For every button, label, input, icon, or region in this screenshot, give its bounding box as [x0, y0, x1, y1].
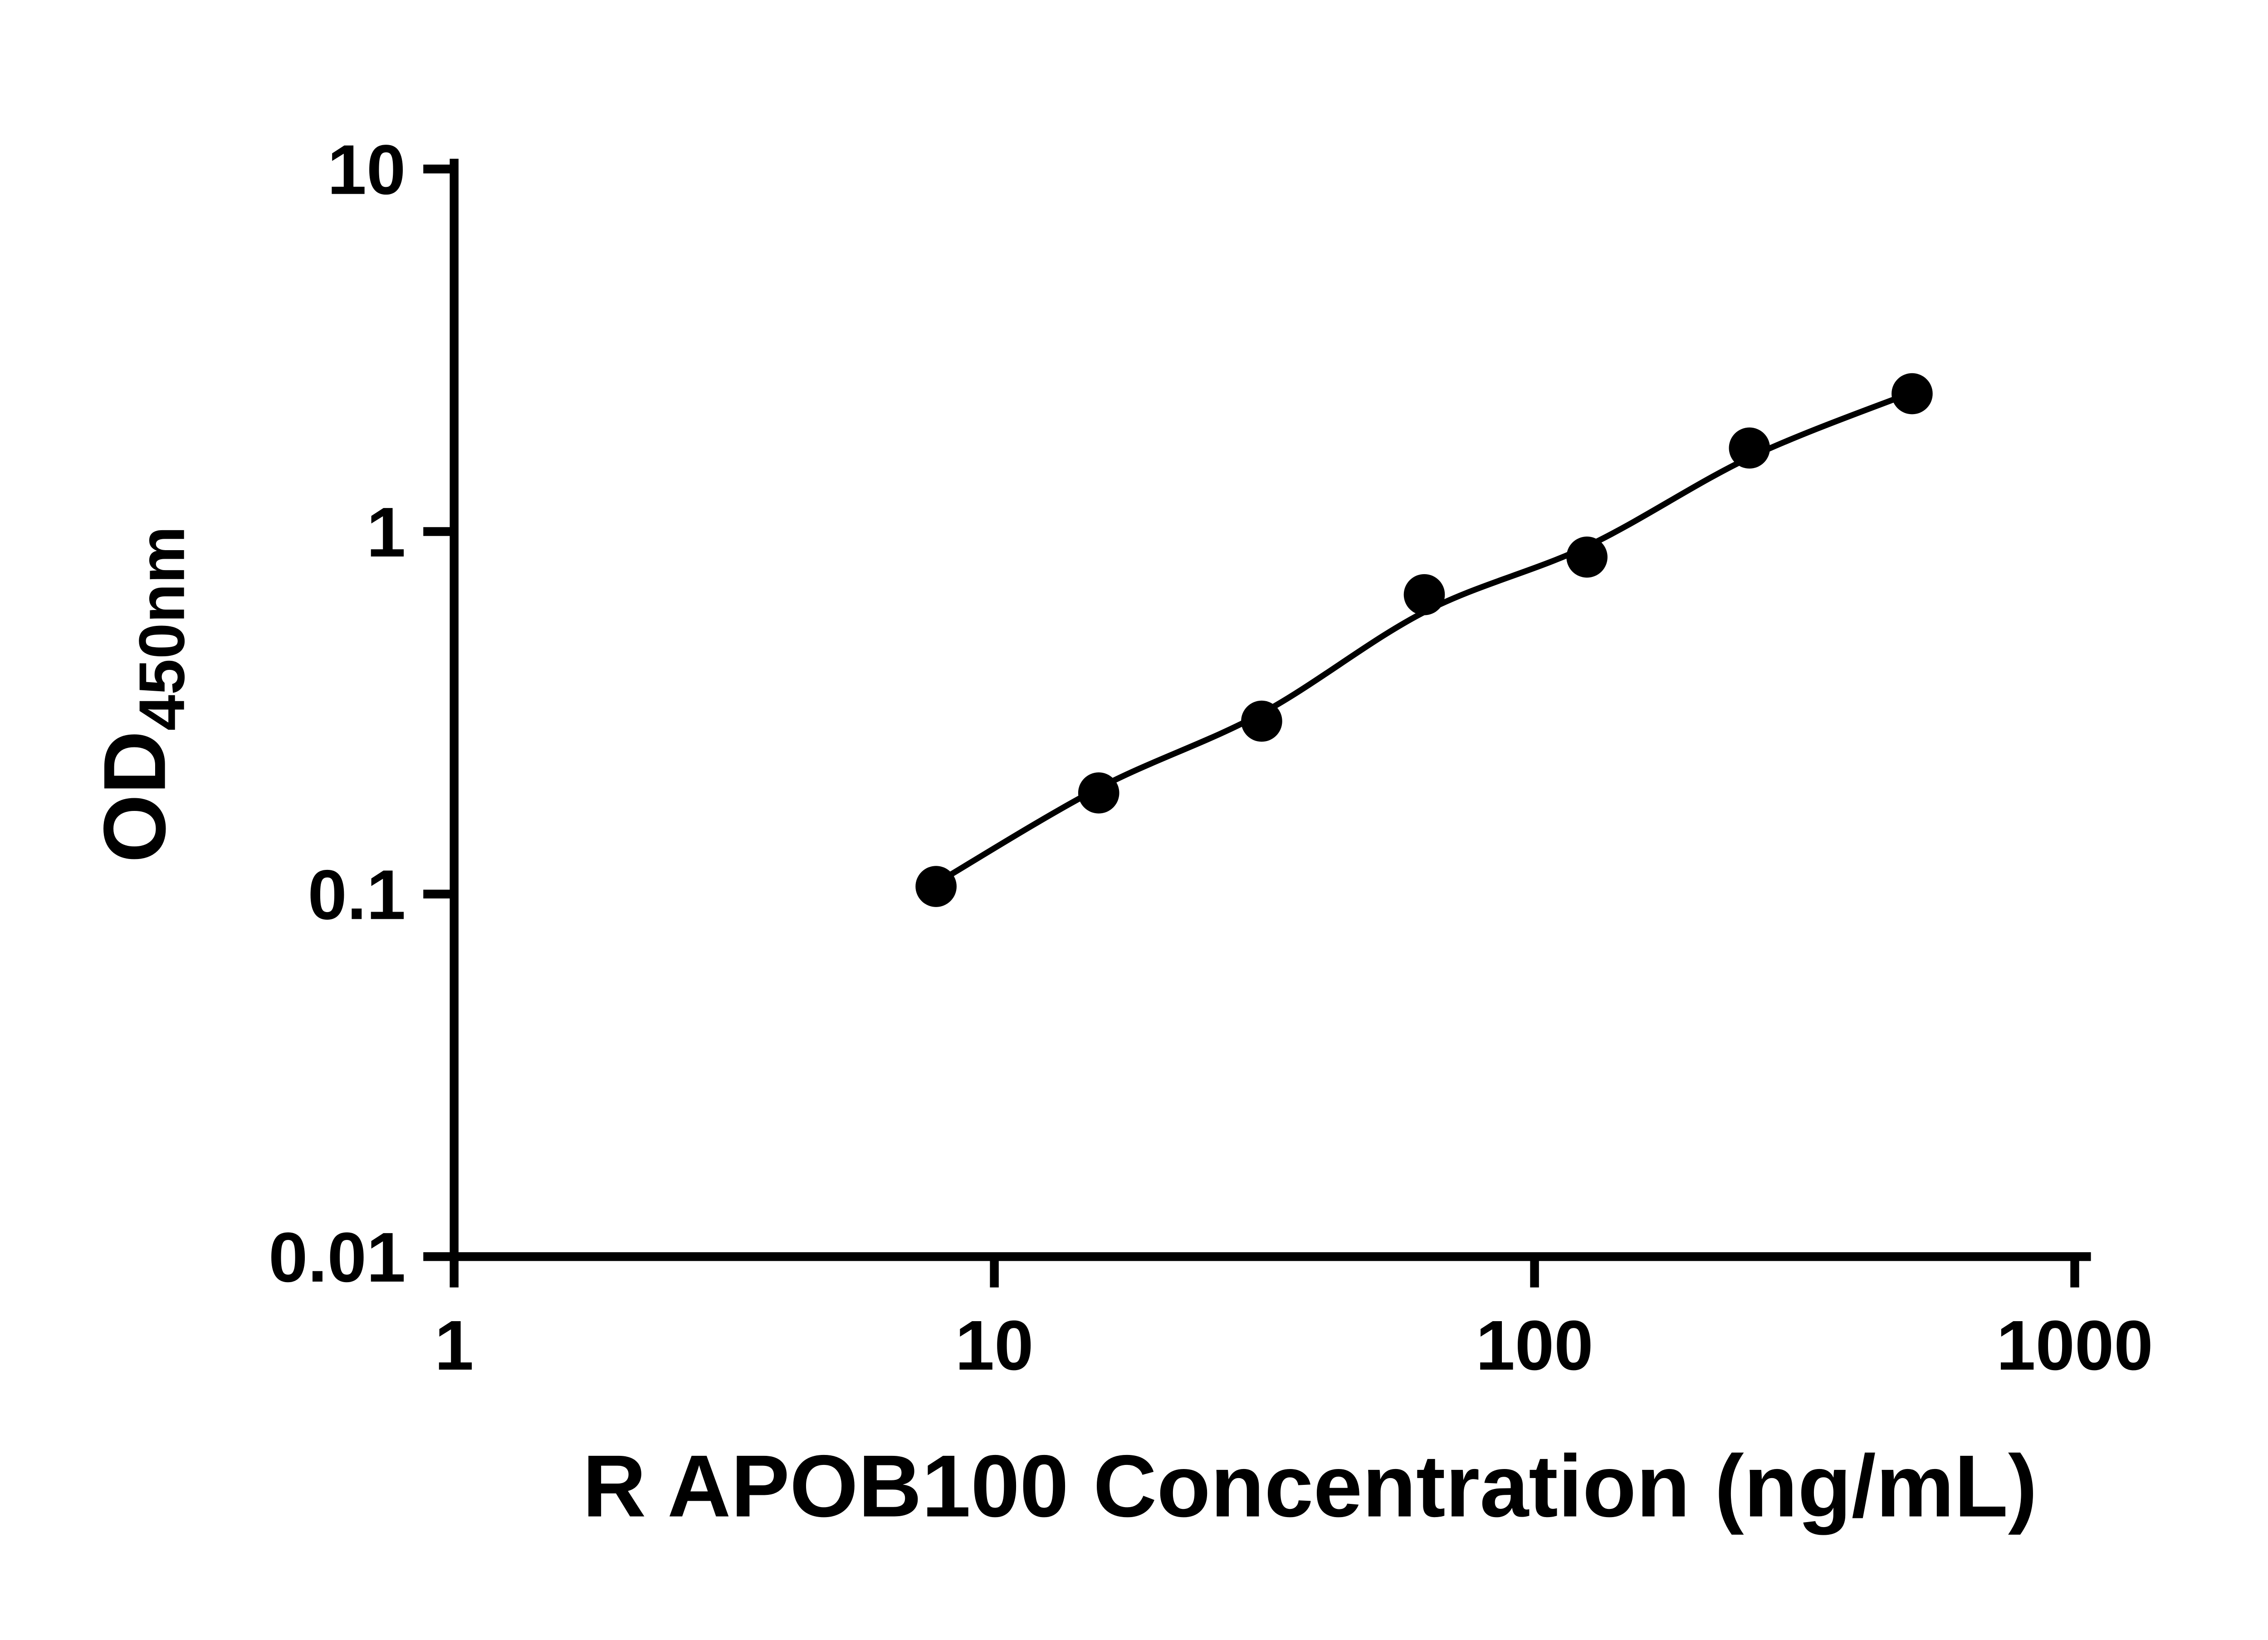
- y-tick-label: 0.01: [269, 1218, 406, 1297]
- x-tick-label: 1000: [1996, 1306, 2153, 1385]
- x-axis-title: R APOB100 Concentration (ng/mL): [582, 1437, 2037, 1536]
- x-tick-label: 100: [1476, 1306, 1593, 1385]
- x-tick-label: 1: [435, 1306, 474, 1385]
- data-point-marker: [1241, 701, 1282, 742]
- elisa-standard-curve-figure: 1 10 100 1000 0.01 0.1 1 10 R APOB100 Concentrat…: [18, 7, 2268, 1640]
- data-point-marker: [1566, 537, 1608, 578]
- data-point-marker: [1404, 574, 1445, 615]
- y-tick-label: 10: [327, 130, 406, 209]
- x-tick-label: 10: [955, 1306, 1034, 1385]
- data-point-marker: [1892, 373, 1933, 415]
- data-point-marker: [915, 866, 957, 907]
- y-axis-title: OD450nm: [86, 526, 198, 863]
- y-tick-label: 0.1: [308, 855, 406, 934]
- data-point-marker: [1729, 428, 1770, 469]
- standard-curve-chart: 1 10 100 1000 0.01 0.1 1 10 R APOB100 Concentrat…: [18, 7, 2268, 1640]
- y-tick-label: 1: [367, 493, 406, 571]
- data-point-marker: [1078, 772, 1119, 814]
- standard-curve-line: [936, 392, 1912, 883]
